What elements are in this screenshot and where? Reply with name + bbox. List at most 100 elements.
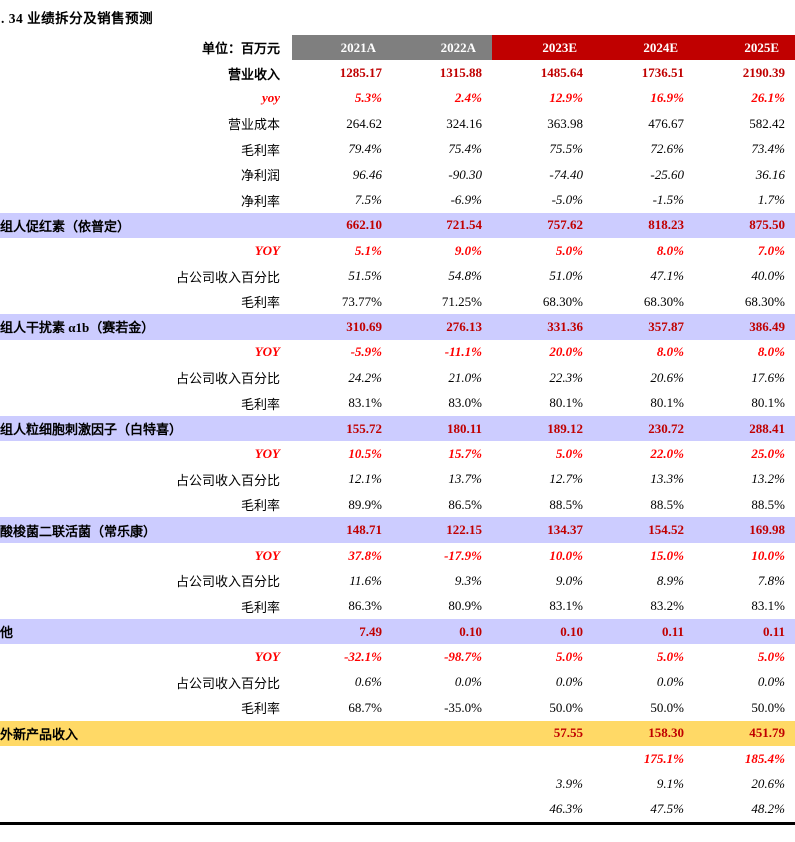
value-cell: 2.4% bbox=[454, 90, 482, 106]
value-cell: 12.7% bbox=[549, 471, 583, 487]
value-cell: 68.7% bbox=[348, 699, 382, 715]
table-row: YOY 5.1% 9.0% 5.0% 8.0% 7.0% bbox=[0, 238, 795, 263]
value-cell: 73.4% bbox=[751, 141, 785, 157]
value-cell: -32.1% bbox=[344, 649, 382, 665]
value-cell: 386.49 bbox=[749, 318, 785, 334]
row-label: 净利率 bbox=[240, 193, 280, 209]
value-cell: 148.71 bbox=[346, 522, 382, 538]
table-row: 毛利率 86.3% 80.9% 83.1% 83.2% 83.1% bbox=[0, 594, 795, 619]
value-cell: 0.0% bbox=[555, 674, 583, 690]
value-cell: 57.55 bbox=[553, 725, 583, 741]
value-cell: 37.8% bbox=[348, 547, 382, 563]
table-row: 毛利率 73.77% 71.25% 68.30% 68.30% 68.30% bbox=[0, 289, 795, 314]
value-cell: -17.9% bbox=[444, 547, 482, 563]
forecast-table: 单位：百万元 2021A 2022A 2023E 2024E 2025E 营业收… bbox=[0, 35, 795, 826]
value-cell: 51.0% bbox=[549, 268, 583, 284]
value-cell bbox=[292, 721, 392, 746]
value-cell: 89.9% bbox=[348, 496, 382, 512]
unit-label: 单位：百万元 bbox=[0, 35, 292, 61]
value-cell: 83.2% bbox=[650, 598, 684, 614]
value-cell: 68.30% bbox=[542, 293, 583, 309]
table-row: YOY 10.5% 15.7% 5.0% 22.0% 25.0% bbox=[0, 441, 795, 466]
row-label: 占公司收入百分比 bbox=[175, 574, 280, 590]
value-cell: 5.0% bbox=[555, 242, 583, 258]
value-cell bbox=[392, 721, 492, 746]
value-cell: 68.30% bbox=[643, 293, 684, 309]
row-label: 毛利率 bbox=[240, 295, 280, 311]
value-cell: 13.2% bbox=[751, 471, 785, 487]
value-cell: 17.6% bbox=[751, 369, 785, 385]
value-cell: 7.0% bbox=[757, 242, 785, 258]
value-cell: 22.3% bbox=[549, 369, 583, 385]
value-cell: 331.36 bbox=[547, 318, 583, 334]
value-cell: 75.4% bbox=[448, 141, 482, 157]
table-header-row: 单位：百万元 2021A 2022A 2023E 2024E 2025E bbox=[0, 35, 795, 61]
row-label: 他 bbox=[0, 625, 14, 641]
value-cell: 50.0% bbox=[549, 699, 583, 715]
row-label: 组人粒细胞刺激因子（白特喜） bbox=[0, 422, 183, 438]
table-body: 营业收入 1285.17 1315.88 1485.64 1736.51 2190.39 y… bbox=[0, 60, 795, 823]
row-label: YOY bbox=[254, 649, 280, 665]
section-header-row: 外新产品收入 57.55 158.30 451.79 bbox=[0, 720, 795, 746]
table-row: 毛利率 68.7% -35.0% 50.0% 50.0% 50.0% bbox=[0, 695, 795, 720]
table-row: 毛利率 89.9% 86.5% 88.5% 88.5% 88.5% bbox=[0, 492, 795, 517]
column-header-2025e: 2025E bbox=[694, 35, 795, 61]
table-row: YOY -5.9% -11.1% 20.0% 8.0% 8.0% bbox=[0, 340, 795, 365]
value-cell: 818.23 bbox=[648, 217, 684, 233]
value-cell: -5.0% bbox=[551, 192, 583, 208]
value-cell: 189.12 bbox=[547, 420, 583, 436]
value-cell: 88.5% bbox=[751, 496, 785, 512]
value-cell: 80.1% bbox=[650, 395, 684, 411]
value-cell: 3.9% bbox=[555, 776, 583, 792]
value-cell: 79.4% bbox=[348, 141, 382, 157]
value-cell: 0.0% bbox=[656, 674, 684, 690]
value-cell: 158.30 bbox=[648, 725, 684, 741]
value-cell: 5.0% bbox=[757, 649, 785, 665]
row-label: 毛利率 bbox=[240, 396, 280, 412]
value-cell: 73.77% bbox=[341, 293, 382, 309]
value-cell: 50.0% bbox=[650, 699, 684, 715]
value-cell: 582.42 bbox=[749, 115, 785, 131]
table-row: 占公司收入百分比 12.1% 13.7% 12.7% 13.3% 13.2% bbox=[0, 467, 795, 492]
value-cell: 46.3% bbox=[549, 801, 583, 817]
value-cell: -6.9% bbox=[450, 192, 482, 208]
row-label: 占公司收入百分比 bbox=[175, 371, 280, 387]
row-label: 占公司收入百分比 bbox=[175, 472, 280, 488]
value-cell: 21.0% bbox=[448, 369, 482, 385]
table-row: 占公司收入百分比 51.5% 54.8% 51.0% 47.1% 40.0% bbox=[0, 264, 795, 289]
row-label: YOY bbox=[254, 547, 280, 563]
row-label: 毛利率 bbox=[240, 498, 280, 514]
value-cell: 0.10 bbox=[459, 623, 482, 639]
value-cell: 154.52 bbox=[648, 522, 684, 538]
value-cell: 48.2% bbox=[751, 801, 785, 817]
section-header-row: 组人粒细胞刺激因子（白特喜） 155.72 180.11 189.12 230.72 28… bbox=[0, 415, 795, 442]
value-cell: 357.87 bbox=[648, 318, 684, 334]
value-cell: 12.1% bbox=[348, 471, 382, 487]
value-cell: 451.79 bbox=[749, 725, 785, 741]
value-cell: 86.3% bbox=[348, 598, 382, 614]
value-cell bbox=[392, 771, 492, 796]
value-cell: 83.1% bbox=[348, 395, 382, 411]
value-cell: 721.54 bbox=[446, 217, 482, 233]
row-label: YOY bbox=[254, 344, 280, 360]
row-label: 组人干扰素 α1b（赛若金） bbox=[0, 320, 155, 336]
value-cell: 47.1% bbox=[650, 268, 684, 284]
value-cell: -35.0% bbox=[444, 699, 482, 715]
value-cell: 51.5% bbox=[348, 268, 382, 284]
value-cell: 230.72 bbox=[648, 420, 684, 436]
value-cell: 276.13 bbox=[446, 318, 482, 334]
value-cell: 10.0% bbox=[751, 547, 785, 563]
table-row: 占公司收入百分比 11.6% 9.3% 9.0% 8.9% 7.8% bbox=[0, 568, 795, 593]
table-row: 毛利率 83.1% 83.0% 80.1% 80.1% 80.1% bbox=[0, 390, 795, 415]
table-row: 营业收入 1285.17 1315.88 1485.64 1736.51 2190.39 bbox=[0, 60, 795, 85]
row-label: YOY bbox=[254, 445, 280, 461]
section-header-row: 组人干扰素 α1b（赛若金） 310.69 276.13 331.36 357.87 38… bbox=[0, 314, 795, 340]
value-cell: 9.1% bbox=[656, 776, 684, 792]
value-cell bbox=[392, 797, 492, 824]
section-header-row: 酸梭菌二联活菌（常乐康） 148.71 122.15 134.37 154.52 169.… bbox=[0, 517, 795, 543]
row-label: 营业成本 bbox=[227, 117, 280, 133]
value-cell: 86.5% bbox=[448, 496, 482, 512]
value-cell: 0.11 bbox=[762, 623, 785, 639]
value-cell: 1485.64 bbox=[540, 65, 583, 81]
